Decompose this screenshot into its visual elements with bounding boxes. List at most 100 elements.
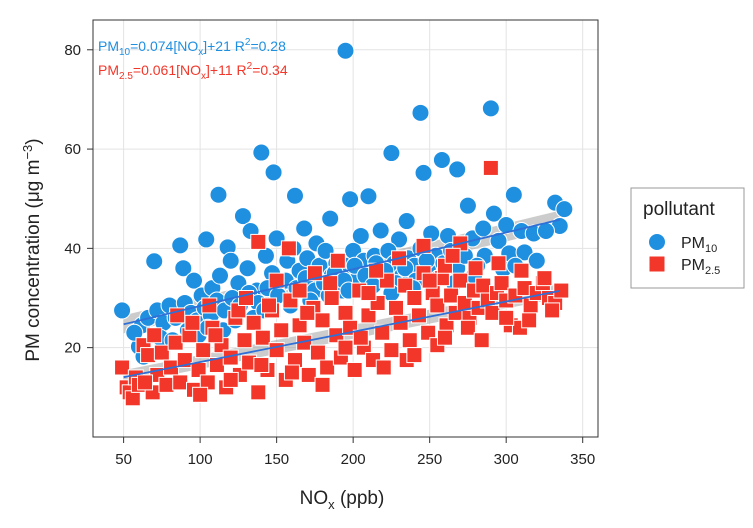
x-tick-label: 300 bbox=[494, 451, 519, 468]
pm25-point bbox=[283, 364, 300, 381]
pm25-point bbox=[473, 332, 490, 349]
pm10-point bbox=[341, 190, 360, 209]
pm25-point bbox=[388, 299, 404, 316]
pm25-point bbox=[314, 376, 331, 393]
pm25-point bbox=[260, 297, 277, 314]
pm25-point bbox=[553, 282, 570, 299]
pm10-point bbox=[211, 266, 230, 285]
pm25-point bbox=[323, 290, 340, 306]
y-tick-label: 80 bbox=[64, 42, 81, 59]
pm25-point bbox=[195, 342, 212, 359]
pm25-point bbox=[360, 285, 377, 302]
pm10-point bbox=[209, 185, 228, 204]
pm25-point bbox=[309, 344, 326, 361]
pm25-point bbox=[444, 247, 461, 264]
y-tick-label: 20 bbox=[64, 340, 81, 357]
pm10-point bbox=[197, 230, 216, 249]
pm25-point bbox=[420, 324, 437, 341]
pm25-point bbox=[319, 359, 336, 376]
pm25-point bbox=[521, 312, 538, 329]
pm10-point bbox=[414, 163, 433, 182]
pm25-point bbox=[490, 255, 507, 272]
pm25-point bbox=[299, 304, 316, 321]
pm25-point bbox=[192, 386, 209, 403]
pm10-point bbox=[125, 323, 144, 342]
pm10-point bbox=[497, 216, 516, 235]
x-tick-label: 200 bbox=[341, 451, 366, 468]
legend-title: pollutant bbox=[643, 199, 716, 220]
pm10-point bbox=[390, 230, 409, 249]
legend-pm25-marker bbox=[648, 255, 666, 273]
pm10-point bbox=[351, 226, 370, 245]
pm25-point bbox=[158, 376, 175, 393]
pm10-point bbox=[145, 252, 164, 271]
pm25-point bbox=[268, 342, 285, 359]
plot-frame bbox=[92, 19, 599, 438]
pm10-point bbox=[286, 186, 304, 205]
pm10-point bbox=[295, 219, 314, 238]
pm10-point bbox=[481, 99, 500, 118]
pm10-point bbox=[359, 187, 378, 206]
pm25-point bbox=[397, 277, 414, 294]
pm25-point bbox=[114, 359, 131, 376]
y-axis-label: PM concentration (μg m−3) bbox=[20, 138, 44, 361]
pm25-equation: PM2.5=0.061[NOx]+11 R2=0.34 bbox=[98, 61, 288, 82]
x-tick-label: 50 bbox=[115, 451, 132, 468]
pm10-point bbox=[448, 160, 467, 179]
pm25-point bbox=[544, 302, 561, 319]
pm10-point bbox=[474, 219, 493, 238]
pm25-point bbox=[536, 270, 553, 287]
fit-line-pm10 bbox=[123, 218, 560, 326]
pm25-point bbox=[346, 361, 363, 378]
pm25-point bbox=[421, 272, 438, 289]
pm10-point bbox=[515, 243, 534, 262]
pm10-point bbox=[382, 144, 401, 163]
pm25-point bbox=[273, 322, 290, 339]
pm10-point bbox=[233, 207, 252, 226]
pm10-point bbox=[504, 185, 523, 204]
pm25-point bbox=[250, 384, 267, 401]
y-axis: 20 40 60 80 bbox=[64, 42, 93, 357]
pm25-point bbox=[236, 332, 253, 349]
pm25-point bbox=[300, 366, 317, 383]
pm10-point bbox=[555, 200, 574, 219]
legend-pm10-label: PM10 bbox=[681, 235, 717, 255]
pm25-point bbox=[352, 329, 369, 346]
pm25-point bbox=[207, 327, 224, 344]
pm25-point bbox=[337, 304, 354, 321]
pm25-point bbox=[401, 332, 418, 349]
pm10-point bbox=[174, 259, 193, 278]
pm25-point bbox=[443, 287, 460, 304]
x-axis: 50 100 150 200 250 300 350 bbox=[115, 437, 595, 468]
pm25-point bbox=[280, 240, 297, 257]
x-tick-label: 350 bbox=[570, 451, 595, 468]
pm25-point bbox=[250, 233, 267, 250]
pm25-point bbox=[475, 277, 492, 294]
pm25-point bbox=[146, 327, 163, 344]
y-tick-label: 40 bbox=[64, 240, 81, 257]
pm10-point bbox=[221, 251, 240, 270]
pm25-point bbox=[360, 307, 377, 324]
pm10-point bbox=[238, 259, 257, 278]
pm25-point bbox=[383, 342, 400, 359]
pm10-point bbox=[252, 143, 271, 162]
pm25-point bbox=[429, 297, 446, 314]
pm10-point bbox=[185, 271, 203, 290]
legend-pm10-marker bbox=[648, 233, 666, 251]
pm25-point bbox=[137, 374, 154, 391]
pm25-series bbox=[114, 159, 570, 407]
pm25-point bbox=[513, 262, 530, 279]
pm25-point bbox=[140, 347, 157, 364]
pm25-point bbox=[337, 339, 354, 356]
pm25-point bbox=[415, 237, 432, 254]
pm10-point bbox=[336, 41, 355, 60]
pm25-point bbox=[498, 309, 515, 326]
pm10-point bbox=[264, 163, 283, 182]
pm25-point bbox=[253, 357, 270, 374]
pm10-point bbox=[113, 301, 132, 320]
pm25-point bbox=[467, 260, 484, 277]
pm25-point bbox=[493, 275, 510, 292]
regression-lines bbox=[123, 218, 560, 379]
pm25-point bbox=[167, 334, 184, 351]
